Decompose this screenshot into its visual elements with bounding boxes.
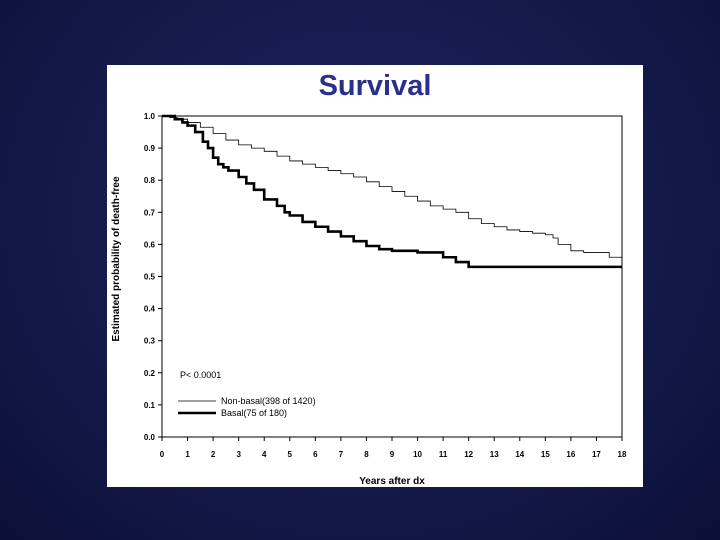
slide-card xyxy=(107,65,643,487)
y-tick-label: 0.7 xyxy=(144,208,156,217)
x-tick-label: 13 xyxy=(490,450,499,459)
legend-label-2: Basal(75 of 180) xyxy=(221,408,287,418)
y-tick-label: 0.3 xyxy=(144,337,156,346)
y-tick-label: 0.9 xyxy=(144,144,156,153)
x-tick-label: 4 xyxy=(262,450,267,459)
x-tick-label: 15 xyxy=(541,450,550,459)
x-tick-label: 1 xyxy=(185,450,190,459)
x-tick-label: 14 xyxy=(515,450,524,459)
x-tick-label: 16 xyxy=(566,450,575,459)
x-axis-title: Years after dx xyxy=(359,476,425,487)
slide-title: Survival xyxy=(318,70,432,102)
y-tick-label: 0.8 xyxy=(144,176,156,185)
x-tick-label: 18 xyxy=(618,450,627,459)
y-tick-label: 0.1 xyxy=(144,401,156,410)
x-tick-label: 5 xyxy=(288,450,293,459)
chart-series xyxy=(162,114,623,269)
y-tick-label: 0.4 xyxy=(144,305,156,314)
y-axis-title: Estimated probability of death-free xyxy=(111,176,122,341)
y-tick-label: 0.0 xyxy=(144,433,156,442)
y-tick-label: 1.0 xyxy=(144,112,156,121)
x-tick-label: 8 xyxy=(364,450,369,459)
x-tick-label: 3 xyxy=(236,450,241,459)
x-tick-label: 12 xyxy=(464,450,473,459)
x-tick-label: 2 xyxy=(211,450,216,459)
x-tick-label: 6 xyxy=(313,450,318,459)
chart-axes xyxy=(161,115,623,438)
y-tick-label: 0.2 xyxy=(144,369,156,378)
y-tick-label: 0.5 xyxy=(144,273,156,282)
series-line-2 xyxy=(162,114,622,269)
chart-ticks: 0.00.10.20.30.40.50.60.70.80.91.00 1 2 3 4 5 6… xyxy=(144,112,627,459)
series-line-1 xyxy=(162,115,623,259)
x-tick-label: 17 xyxy=(592,450,601,459)
y-tick-label: 0.6 xyxy=(144,240,156,249)
x-tick-label: 0 xyxy=(160,450,165,459)
x-tick-label: 10 xyxy=(413,450,422,459)
chart-legend: Non-basal(398 of 1420) Basal(75 of 180) xyxy=(178,396,316,418)
legend-label-1: Non-basal(398 of 1420) xyxy=(221,396,316,406)
p-value-annotation: P< 0.0001 xyxy=(180,370,221,380)
x-tick-label: 9 xyxy=(390,450,395,459)
x-tick-label: 11 xyxy=(439,450,448,459)
x-tick-label: 7 xyxy=(339,450,344,459)
plot-frame xyxy=(161,115,623,438)
